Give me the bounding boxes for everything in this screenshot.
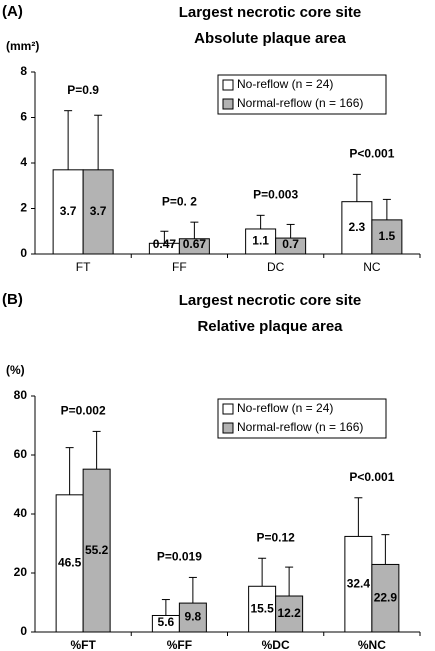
value-label: 3.7 — [60, 204, 77, 218]
bar — [275, 237, 307, 255]
p-value: P=0.002 — [61, 404, 106, 418]
bar — [248, 585, 277, 633]
legend-swatch — [222, 403, 234, 415]
bar — [275, 595, 304, 633]
legend-label: Normal-reflow (n = 166) — [237, 96, 363, 110]
p-value: P=0.003 — [253, 187, 298, 201]
x-tick-label: %FT — [70, 638, 96, 651]
value-label: 5.6 — [158, 615, 175, 629]
y-tick-label: 6 — [20, 110, 27, 124]
value-label: 46.5 — [58, 556, 82, 570]
chart-title: Largest necrotic core site — [179, 4, 362, 21]
bar — [245, 228, 277, 255]
legend-label: No-reflow (n = 24) — [237, 401, 333, 415]
y-tick-label: 0 — [20, 624, 27, 638]
legend-label: No-reflow (n = 24) — [237, 77, 333, 91]
bar — [82, 169, 114, 255]
value-label: 2.3 — [349, 220, 366, 234]
y-tick-label: 80 — [14, 388, 28, 402]
chart-subtitle: Relative plaque area — [197, 318, 343, 335]
value-label: 0.67 — [183, 237, 207, 251]
legend-box — [217, 398, 387, 439]
p-value: P=0.9 — [67, 83, 99, 97]
p-value: P=0. 2 — [162, 194, 197, 208]
p-value: P=0.019 — [157, 550, 202, 564]
p-value: P=0.12 — [256, 530, 295, 544]
bar — [178, 238, 210, 255]
legend-label: Normal-reflow (n = 166) — [237, 420, 363, 434]
legend-swatch — [222, 98, 234, 110]
x-tick-label: NC — [363, 260, 381, 274]
x-tick-label: FT — [76, 260, 91, 274]
chart-subtitle: Absolute plaque area — [194, 30, 346, 47]
x-tick-label: DC — [267, 260, 285, 274]
value-label: 15.5 — [250, 601, 274, 615]
panel-label: (B) — [2, 291, 23, 308]
x-tick-label: FF — [172, 260, 187, 274]
x-tick-label: %NC — [358, 638, 386, 651]
y-tick-label: 60 — [14, 447, 28, 461]
y-axis-label: (mm²) — [6, 39, 39, 53]
value-label: 55.2 — [85, 543, 109, 557]
y-tick-label: 40 — [14, 506, 28, 520]
y-tick-label: 4 — [20, 155, 27, 169]
y-tick-label: 8 — [20, 64, 27, 78]
bar — [178, 602, 207, 633]
value-label: 1.5 — [379, 229, 396, 243]
p-value: P<0.001 — [349, 147, 394, 161]
value-label: 0.7 — [282, 237, 299, 251]
value-label: 22.9 — [374, 590, 398, 604]
value-label: 1.1 — [252, 234, 269, 248]
panel-label: (A) — [2, 3, 23, 20]
value-label: 9.8 — [185, 610, 202, 624]
legend-swatch — [222, 422, 234, 434]
legend-swatch — [222, 79, 234, 91]
bar — [371, 219, 403, 255]
y-tick-label: 2 — [20, 201, 27, 215]
x-tick-label: %FF — [167, 638, 192, 651]
y-tick-label: 20 — [14, 565, 28, 579]
y-axis-label: (%) — [6, 363, 25, 377]
chart-title: Largest necrotic core site — [179, 292, 362, 309]
value-label: 32.4 — [347, 576, 371, 590]
bar — [344, 535, 373, 633]
value-label: 12.2 — [277, 606, 301, 620]
x-tick-label: %DC — [262, 638, 290, 651]
y-tick-label: 0 — [20, 246, 27, 260]
bar — [341, 201, 373, 255]
value-label: 0.47 — [153, 237, 177, 251]
bar — [371, 563, 400, 633]
value-label: 3.7 — [90, 204, 107, 218]
bar — [55, 494, 84, 633]
p-value: P<0.001 — [349, 470, 394, 484]
bar — [82, 468, 111, 633]
legend-box — [217, 74, 387, 115]
